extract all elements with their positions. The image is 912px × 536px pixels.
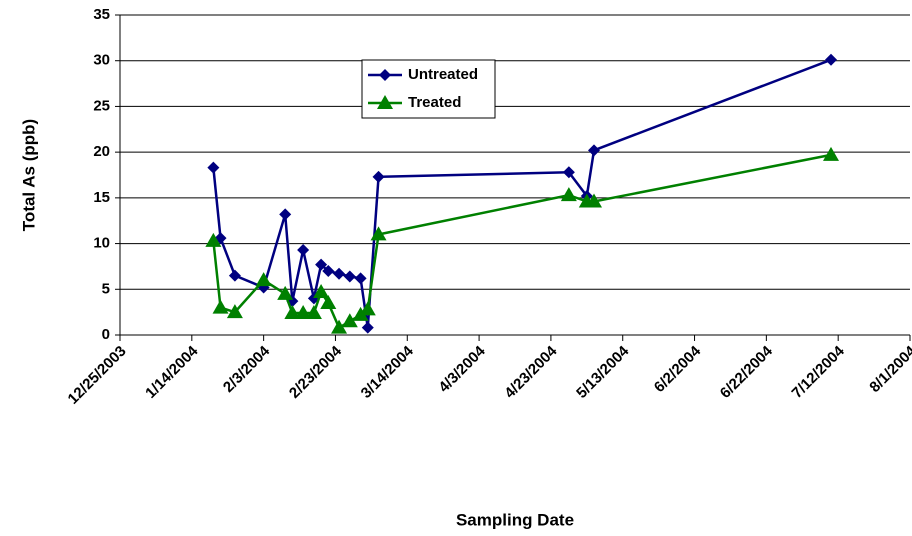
x-tick-label: 1/14/2004 [142, 342, 202, 402]
triangle-marker [295, 305, 312, 320]
diamond-marker [297, 243, 310, 256]
y-tick-label: 5 [102, 280, 110, 297]
diamond-marker [588, 144, 600, 157]
diamond-marker [825, 53, 837, 66]
triangle-marker [226, 304, 243, 319]
triangle-marker [305, 305, 322, 320]
y-tick-label: 10 [93, 235, 110, 252]
x-tick-label: 4/23/2004 [501, 342, 561, 402]
diamond-marker [354, 272, 367, 285]
triangle-marker [370, 226, 387, 241]
x-axis-label: Sampling Date [456, 510, 574, 529]
series-line [212, 58, 832, 328]
y-axis-label: Total As (ppb) [19, 119, 38, 231]
diamond-marker [343, 270, 356, 283]
x-tick-label: 6/22/2004 [717, 342, 777, 402]
y-tick-label: 15 [93, 189, 110, 206]
diamond-marker [322, 265, 335, 277]
diamond-marker [207, 161, 220, 174]
diamond-marker [361, 321, 374, 334]
legend-label: Untreated [408, 66, 478, 83]
diamond-marker [562, 166, 575, 179]
triangle-marker [341, 313, 358, 328]
triangle-marker [331, 319, 348, 334]
x-tick-label: 2/3/2004 [220, 342, 274, 396]
x-tick-label: 12/25/2003 [65, 343, 130, 408]
triangle-marker [586, 193, 602, 208]
triangle-marker [313, 284, 330, 299]
triangle-marker [284, 305, 301, 320]
triangle-marker [205, 232, 222, 247]
series-line [212, 153, 832, 330]
diamond-marker [333, 267, 346, 280]
triangle-marker [352, 306, 369, 321]
diamond-marker [228, 269, 241, 282]
x-tick-label: 2/23/2004 [286, 342, 346, 402]
triangle-marker [359, 301, 376, 316]
legend-label: Treated [408, 94, 461, 111]
diamond-marker [372, 170, 385, 183]
triangle-marker [255, 272, 272, 287]
triangle-marker [277, 285, 294, 300]
x-tick-label: 3/14/2004 [358, 342, 418, 402]
diamond-marker [379, 69, 391, 81]
x-tick-label: 8/1/2004 [866, 342, 912, 396]
y-tick-label: 0 [102, 326, 110, 343]
diamond-marker [315, 258, 328, 271]
triangle-marker [560, 187, 577, 202]
x-tick-label: 7/12/2004 [789, 342, 849, 402]
y-tick-label: 25 [93, 97, 110, 114]
triangle-marker [823, 146, 839, 161]
triangle-marker [212, 299, 229, 314]
triangle-marker [377, 95, 393, 109]
x-tick-label: 6/2/2004 [651, 342, 705, 396]
triangle-marker [320, 295, 337, 309]
y-tick-label: 35 [93, 6, 110, 23]
x-tick-label: 5/13/2004 [573, 342, 633, 402]
y-tick-label: 30 [93, 52, 110, 69]
diamond-marker [279, 208, 292, 221]
y-tick-label: 20 [93, 143, 110, 160]
x-tick-label: 4/3/2004 [435, 342, 489, 396]
